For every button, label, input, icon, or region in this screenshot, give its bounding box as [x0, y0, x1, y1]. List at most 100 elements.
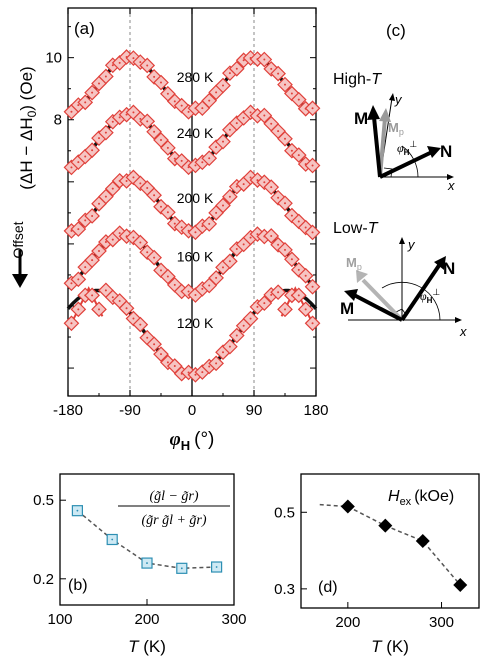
low-mp-label: Mp — [346, 255, 362, 272]
data-marker — [153, 198, 169, 215]
marker-dot — [270, 186, 273, 189]
marker-dot — [277, 243, 280, 246]
data-marker — [139, 57, 156, 74]
panel-b-label: (b) — [68, 577, 88, 594]
marker-dot — [98, 202, 100, 205]
y-tick-label: 8 — [54, 112, 62, 129]
data-markers — [63, 49, 321, 383]
marker-dot — [166, 211, 169, 214]
marker-dot — [270, 67, 273, 70]
marker-dot — [153, 343, 156, 346]
data-marker — [304, 315, 321, 332]
data-marker — [277, 130, 293, 147]
data-marker — [84, 142, 100, 159]
temperature-label: 280 K — [177, 69, 214, 85]
marker-dot — [139, 241, 142, 244]
marker-dot — [166, 275, 169, 278]
low-n-vector — [400, 262, 442, 322]
marker-dot — [242, 243, 245, 246]
data-marker — [297, 219, 314, 236]
marker-dot — [98, 82, 100, 85]
marker-dot — [77, 104, 80, 107]
high-y-label: y — [394, 92, 403, 107]
x-tick-label: 300 — [429, 614, 454, 631]
marker-dot — [297, 294, 300, 297]
marker-dot — [201, 107, 204, 110]
marker-dot — [194, 164, 197, 167]
data-marker — [84, 287, 100, 304]
marker-dot — [194, 231, 197, 234]
marker-dot — [263, 58, 266, 61]
marker-dot — [132, 111, 135, 114]
marker-dot — [304, 308, 307, 311]
marker-dot — [215, 91, 218, 94]
data-marker — [153, 346, 169, 363]
low-m-label: M — [340, 299, 354, 318]
marker-dot — [235, 247, 238, 250]
marker-dot — [118, 299, 121, 302]
marker-dot — [249, 236, 252, 239]
panel-b-x-label: T (K) — [128, 637, 166, 656]
marker-dot — [277, 72, 280, 75]
x-tick-label: 90 — [246, 402, 263, 419]
low-mp-vector — [361, 278, 404, 322]
marker-dot — [70, 166, 73, 169]
data-marker — [208, 270, 224, 286]
data-marker — [91, 243, 107, 259]
marker-dot — [208, 99, 211, 102]
marker-dot — [91, 91, 94, 94]
marker-dot — [222, 140, 224, 143]
marker-dot — [290, 149, 293, 152]
data-marker — [263, 179, 280, 195]
data-marker — [201, 216, 218, 232]
data-marker — [222, 188, 238, 205]
marker-dot — [91, 214, 94, 217]
panel-b-formula-numerator: (g̃l − g̃r) — [149, 489, 198, 504]
data-marker — [70, 271, 87, 288]
marker-dot — [297, 220, 300, 223]
panel-d-trend-line — [319, 503, 461, 586]
marker-dot — [125, 307, 128, 310]
trend-line — [319, 503, 461, 586]
x-tick-label: 100 — [47, 611, 72, 628]
data-marker — [304, 100, 321, 117]
data-marker — [270, 65, 286, 82]
marker-dot — [146, 251, 149, 254]
y-tick-label: 10 — [45, 50, 62, 67]
data-marker — [84, 208, 100, 224]
panel-b-markers — [71, 505, 223, 574]
marker-dot — [98, 250, 100, 253]
data-marker — [160, 204, 176, 221]
high-x-arrowhead — [447, 174, 454, 180]
marker-dot — [104, 240, 107, 243]
marker-dot — [173, 365, 176, 368]
marker-dot — [228, 72, 231, 75]
data-marker — [160, 268, 176, 285]
data-marker — [180, 283, 197, 300]
marker-dot — [153, 75, 156, 78]
marker-dot — [242, 183, 245, 186]
data-marker — [153, 74, 169, 91]
marker-dot — [84, 219, 87, 222]
marker-dot — [263, 114, 266, 117]
data-marker-diamond — [378, 518, 393, 533]
data-marker — [256, 295, 273, 312]
data-marker — [270, 284, 286, 301]
marker-dot — [311, 231, 314, 234]
data-marker — [222, 253, 238, 270]
data-marker — [290, 287, 307, 304]
high-t-diagram: y x Mp M N φH⊥ — [354, 92, 455, 193]
marker-dot — [222, 84, 224, 87]
marker-dot — [180, 159, 183, 162]
marker-dot — [235, 185, 238, 188]
marker-dot — [263, 302, 266, 305]
low-m-arrowhead — [344, 289, 358, 301]
marker-dot — [284, 83, 286, 86]
marker-dot — [256, 233, 259, 236]
marker-dot — [187, 371, 190, 374]
data-marker — [290, 147, 307, 163]
panel-a-label: (a) — [74, 19, 95, 38]
marker-dot — [263, 181, 266, 184]
high-x-label: x — [447, 178, 455, 193]
data-marker — [160, 140, 176, 156]
